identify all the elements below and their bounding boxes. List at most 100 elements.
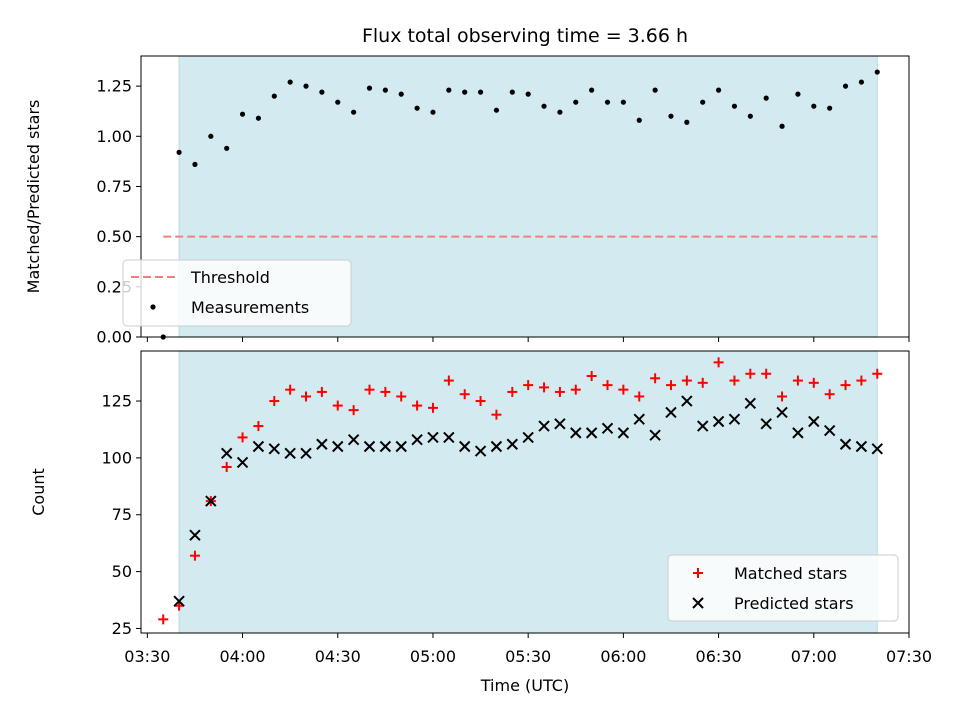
- predicted-star-point: [665, 406, 677, 419]
- predicted-star-point: [205, 495, 217, 507]
- measurement-point: [604, 99, 611, 105]
- measurement-point: [525, 91, 531, 97]
- predicted-star-point: [474, 445, 487, 457]
- legend-matched-swatch: [693, 568, 703, 578]
- matched-star-point: [380, 386, 391, 397]
- top-y-axis-label: Matched/Predicted stars: [24, 100, 43, 294]
- x-tick-label: 07:00: [791, 647, 837, 666]
- x-tick-label: 03:30: [124, 647, 170, 666]
- measurement-point: [858, 79, 864, 85]
- predicted-star-point: [728, 413, 741, 425]
- top-panel: 0.000.250.500.751.001.25 Flux total obse…: [24, 25, 910, 347]
- measurement-point: [287, 79, 293, 85]
- predicted-star-point: [173, 595, 185, 607]
- measurement-point: [842, 83, 849, 89]
- measurement-point: [827, 105, 833, 111]
- matched-star-point: [713, 357, 724, 368]
- measurement-point: [509, 89, 515, 95]
- measurement-point: [779, 123, 785, 129]
- predicted-star-point: [538, 420, 550, 432]
- matched-star-point: [158, 614, 169, 625]
- predicted-star-point: [823, 424, 836, 437]
- x-tick-label: 05:30: [505, 647, 551, 666]
- bottom-y-axis-label: Count: [29, 468, 48, 516]
- matched-star-point: [697, 377, 708, 388]
- measurement-point: [398, 91, 404, 97]
- predicted-star-point: [712, 415, 725, 428]
- predicted-star-point: [601, 422, 614, 435]
- matched-star-point: [586, 371, 597, 382]
- x-tick-label: 05:00: [410, 647, 456, 666]
- matched-star-point: [491, 409, 502, 420]
- predicted-star-point: [300, 447, 312, 460]
- predicted-star-point: [792, 427, 804, 439]
- predicted-star-point: [617, 427, 630, 439]
- y-tick-label: 1.00: [96, 127, 132, 146]
- predicted-star-point: [379, 440, 392, 453]
- predicted-star-point: [458, 440, 471, 453]
- matched-star-point: [253, 421, 264, 432]
- measurement-point: [192, 161, 198, 167]
- measurement-point: [351, 109, 357, 115]
- matched-star-point: [443, 375, 454, 386]
- legend-matched-label: Matched stars: [734, 564, 847, 583]
- measurement-point: [715, 87, 722, 93]
- y-tick-label: 0.50: [96, 227, 132, 246]
- bottom-legend-box: [667, 554, 899, 622]
- predicted-star-point: [697, 420, 709, 432]
- x-tick-label: 06:00: [600, 647, 646, 666]
- matched-star-point: [554, 386, 565, 397]
- y-tick-label: 125: [101, 392, 132, 411]
- measurement-point: [811, 103, 817, 109]
- matched-star-point: [221, 461, 232, 472]
- top-plot-frame: [140, 55, 910, 338]
- y-tick-label: 0.75: [96, 177, 132, 196]
- measurement-point: [176, 149, 182, 155]
- matched-star-point: [872, 368, 883, 379]
- measurement-point: [620, 99, 626, 105]
- measurement-point: [636, 117, 642, 123]
- matched-star-point: [745, 368, 756, 379]
- top-x-ticks: [146, 337, 910, 342]
- bottom-legend: Matched stars Predicted stars: [667, 554, 899, 622]
- y-tick-label: 50: [112, 562, 132, 581]
- measurement-point: [208, 133, 214, 139]
- measurement-point: [700, 99, 706, 105]
- predicted-star-point: [332, 440, 344, 453]
- matched-star-point: [507, 386, 518, 397]
- predicted-stars-points: [173, 395, 883, 607]
- matched-star-point: [856, 375, 867, 386]
- matched-star-point: [412, 400, 423, 411]
- matched-star-point: [761, 368, 772, 379]
- measurement-point: [573, 99, 579, 105]
- matched-star-point: [808, 377, 819, 388]
- predicted-star-point: [681, 395, 693, 407]
- predicted-star-point: [839, 438, 852, 450]
- measurement-point: [747, 113, 753, 119]
- predicted-star-point: [316, 438, 328, 450]
- bottom-x-ticks: 03:30 04:00 04:30 05:00 05:30 06:00 06:30 07:00…: [124, 633, 932, 666]
- x-tick-label: 04:00: [219, 647, 265, 666]
- predicted-star-point: [284, 447, 296, 460]
- predicted-star-point: [427, 431, 439, 444]
- predicted-star-point: [363, 440, 376, 453]
- measurement-point: [731, 103, 738, 109]
- matched-star-point: [539, 382, 550, 393]
- measurement-point: [239, 111, 246, 117]
- predicted-star-point: [268, 443, 280, 455]
- measurement-point: [271, 93, 277, 99]
- matched-star-point: [316, 386, 327, 397]
- matched-star-point: [459, 389, 470, 400]
- predicted-star-point: [490, 440, 503, 453]
- predicted-star-point: [252, 440, 265, 453]
- measurement-point: [557, 109, 563, 115]
- y-tick-label: 100: [101, 448, 132, 467]
- bottom-plot-frame: [140, 350, 910, 634]
- predicted-star-point: [871, 443, 883, 455]
- matched-star-point: [824, 389, 835, 400]
- predicted-star-point: [411, 433, 423, 446]
- matched-star-point: [570, 384, 581, 395]
- top-legend-box: [122, 259, 352, 327]
- matched-star-point: [189, 550, 200, 561]
- predicted-star-point: [443, 431, 455, 444]
